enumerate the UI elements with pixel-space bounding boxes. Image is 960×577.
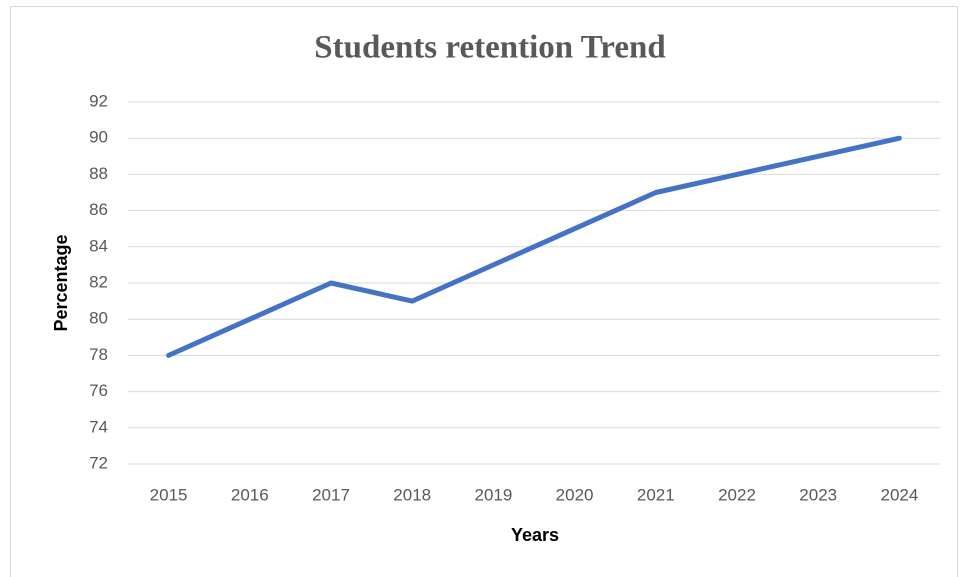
y-tick-label: 78 bbox=[89, 345, 108, 364]
x-tick-label: 2020 bbox=[556, 485, 594, 504]
x-tick-label: 2024 bbox=[880, 485, 918, 504]
x-axis-title: Years bbox=[511, 525, 559, 545]
y-tick-label: 72 bbox=[89, 453, 108, 472]
y-tick-label: 84 bbox=[89, 236, 108, 255]
data-line bbox=[166, 135, 902, 358]
y-axis-title: Percentage bbox=[51, 234, 71, 331]
y-tick-label: 80 bbox=[89, 309, 108, 328]
y-tick-label: 82 bbox=[89, 272, 108, 291]
x-tick-label: 2019 bbox=[474, 485, 512, 504]
y-tick-label: 88 bbox=[89, 164, 108, 183]
x-tick-label: 2015 bbox=[150, 485, 188, 504]
x-tick-label: 2022 bbox=[718, 485, 756, 504]
y-tick-label: 76 bbox=[89, 381, 108, 400]
x-tick-label: 2023 bbox=[799, 485, 837, 504]
x-tick-label: 2017 bbox=[312, 485, 350, 504]
y-tick-label: 92 bbox=[89, 91, 108, 110]
y-tick-label: 74 bbox=[89, 417, 108, 436]
y-tick-label: 86 bbox=[89, 200, 108, 219]
y-tick-label: 90 bbox=[89, 128, 108, 147]
x-tick-label: 2018 bbox=[393, 485, 431, 504]
x-tick-label: 2021 bbox=[637, 485, 675, 504]
x-tick-label: 2016 bbox=[231, 485, 269, 504]
chart-title: Students retention Trend bbox=[314, 30, 665, 66]
